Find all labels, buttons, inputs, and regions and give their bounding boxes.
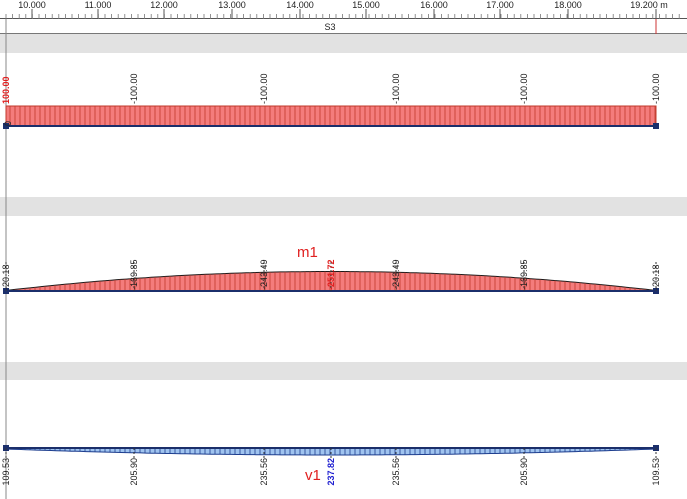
value-label: 109.53	[651, 458, 661, 486]
ruler-tick-label: 14.000	[286, 0, 314, 10]
moment-case-name: m1	[297, 244, 318, 261]
separator-band-2	[0, 197, 687, 216]
ruler-tick-label: 13.000	[218, 0, 246, 10]
value-label: 235.56	[259, 458, 269, 486]
value-label: -251.72	[326, 259, 336, 290]
value-label: -100.00	[519, 73, 529, 104]
value-label: -169.85	[129, 259, 139, 290]
ruler-tick-label: 10.000	[18, 0, 46, 10]
moment-panel: -20.18 -169.85 -243.49 -251.72 -243.49 -169.8…	[1, 244, 661, 294]
separator-band-1	[0, 34, 687, 53]
shear-panel: 109.53 205.90 235.56 237.82 235.56 205.90 109.…	[1, 445, 661, 486]
ruler-tick-label: 17.000	[486, 0, 514, 10]
value-label: 237.82	[326, 458, 336, 486]
value-label: 235.56	[391, 458, 401, 486]
axial-node-end[interactable]	[653, 123, 659, 129]
ruler-tick-label: 15.000	[352, 0, 380, 10]
member-label: S3	[324, 22, 335, 32]
value-label: -100.00	[391, 73, 401, 104]
value-label: -100.00	[651, 73, 661, 104]
shear-case-name: v1	[305, 467, 321, 484]
value-label: -20.18	[651, 264, 661, 290]
value-label: -100.00	[259, 73, 269, 104]
value-label: 100.00	[1, 76, 11, 104]
value-label: 205.90	[519, 458, 529, 486]
value-label: 109.53	[1, 458, 11, 486]
axial-force-panel: 100.00 -100.00 -100.00 -100.00 -100.00 -100.0…	[1, 73, 661, 129]
shear-diagram-fill	[5, 447, 657, 456]
scale-ruler: 10.000 11.000 12.000 13.000 14.000 15.000 16.0…	[0, 0, 687, 19]
ruler-tick-label: 11.000	[85, 0, 112, 10]
value-label: -243.49	[259, 259, 269, 290]
axial-end-marker: 0	[3, 121, 13, 126]
ruler-tick-label: 16.000	[420, 0, 448, 10]
axial-diagram-fill	[5, 105, 657, 127]
value-label: -169.85	[519, 259, 529, 290]
ruler-tick-label: 18.000	[554, 0, 582, 10]
value-label: 205.90	[129, 458, 139, 486]
value-label: -100.00	[129, 73, 139, 104]
member-row: S3	[0, 19, 687, 34]
axial-node-start[interactable]	[3, 123, 9, 129]
value-label: -243.49	[391, 259, 401, 290]
ruler-tick-label: 19.200 m	[630, 0, 668, 10]
value-label: -20.18	[1, 264, 11, 290]
ruler-tick-label: 12.000	[150, 0, 178, 10]
separator-band-3	[0, 362, 687, 380]
